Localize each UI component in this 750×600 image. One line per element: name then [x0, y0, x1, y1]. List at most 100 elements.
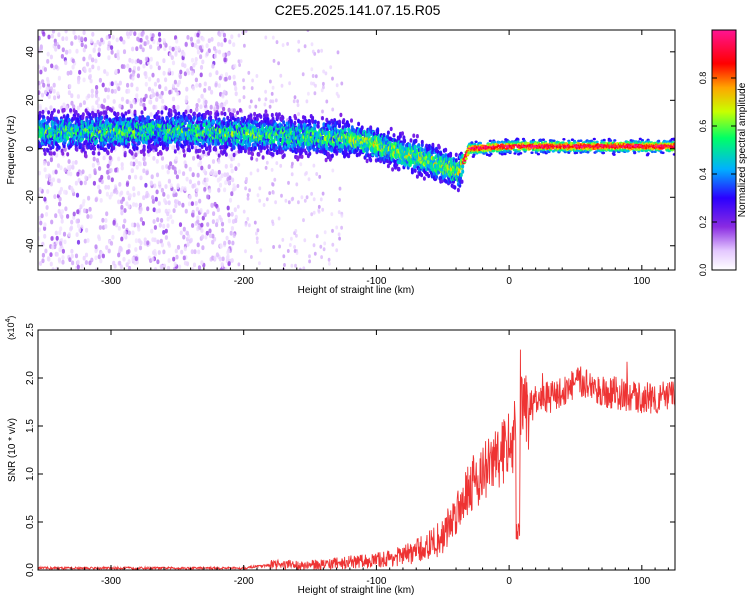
spectrogram-cell — [208, 144, 212, 150]
spectrogram-noise-cell — [139, 101, 143, 107]
spectrogram-noise-cell — [120, 165, 124, 171]
spectrogram-noise-cell — [319, 244, 323, 249]
spectrogram-noise-cell — [196, 45, 200, 50]
spectrogram-noise-cell — [180, 249, 184, 255]
spectrogram-cell — [281, 115, 285, 121]
spectrogram-noise-cell — [71, 160, 75, 166]
spectrogram-cell — [94, 113, 98, 118]
spectrogram-noise-cell — [258, 261, 261, 266]
spectrogram-noise-cell — [239, 59, 243, 64]
spectrogram-noise-cell — [169, 183, 173, 189]
spectrogram-noise-cell — [88, 206, 92, 212]
spectrogram-noise-cell — [71, 58, 75, 64]
spectrogram-noise-cell — [186, 105, 190, 110]
spectrogram-noise-cell — [143, 41, 147, 47]
spectrogram-noise-cell — [244, 186, 248, 191]
spectrogram-noise-cell — [220, 42, 224, 48]
spectrogram-noise-cell — [131, 230, 135, 236]
spectrogram-noise-cell — [177, 149, 182, 155]
spectrogram-noise-cell — [290, 172, 294, 177]
spectrogram-noise-cell — [101, 217, 105, 223]
spectrogram-noise-cell — [222, 32, 226, 38]
spectrogram-noise-cell — [307, 91, 310, 96]
spectrogram-noise-cell — [288, 81, 291, 86]
spectrogram-noise-cell — [117, 252, 121, 258]
spectrogram-noise-cell — [268, 104, 272, 109]
spectrogram-cell — [197, 112, 201, 117]
spectrogram-noise-cell — [81, 169, 85, 175]
spectrogram-noise-cell — [218, 256, 222, 262]
spectrogram-noise-cell — [200, 93, 204, 99]
spectrogram-noise-cell — [156, 78, 160, 83]
spectrogram-noise-cell — [91, 64, 95, 70]
spectrogram-cell — [49, 151, 53, 156]
spectrogram-noise-cell — [198, 82, 202, 88]
spectrogram-noise-cell — [75, 218, 79, 224]
spectrogram-noise-cell — [57, 257, 62, 263]
spectrogram-noise-cell — [141, 221, 145, 226]
spectrogram-cell — [81, 147, 85, 152]
spectrogram-cell — [116, 111, 120, 117]
spectrogram-noise-cell — [204, 99, 208, 105]
spectrogram-noise-cell — [273, 177, 277, 182]
spectrogram-noise-cell — [178, 222, 183, 228]
spectrogram-noise-cell — [205, 51, 209, 57]
spectrogram-noise-cell — [227, 248, 231, 253]
spectrogram-noise-cell — [58, 230, 62, 236]
spectrogram-noise-cell — [54, 230, 58, 236]
spectrogram-noise-cell — [163, 198, 167, 203]
spectrogram-noise-cell — [111, 234, 115, 240]
spectrogram-noise-cell — [247, 70, 251, 75]
spectrogram-noise-cell — [206, 194, 210, 200]
spectrogram-noise-cell — [312, 81, 315, 86]
spectrogram-noise-cell — [164, 77, 168, 83]
spectrogram-noise-cell — [206, 222, 210, 227]
spectrogram-noise-cell — [162, 249, 166, 255]
spectrogram-noise-cell — [73, 35, 78, 40]
spectrogram-noise-cell — [135, 164, 139, 170]
spectrogram-noise-cell — [233, 63, 237, 69]
spectrogram-noise-cell — [183, 186, 187, 192]
spectrogram-noise-cell — [162, 223, 166, 229]
spectrogram-noise-cell — [317, 49, 320, 54]
spectrogram-cell — [197, 116, 201, 122]
spectrogram-cell — [253, 146, 257, 151]
spectrogram-noise-cell — [322, 81, 325, 86]
spectrogram-noise-cell — [256, 228, 260, 233]
spectrogram-noise-cell — [173, 79, 177, 85]
spectrogram-noise-cell — [290, 197, 294, 202]
spectrogram-noise-cell — [66, 170, 70, 176]
spectrogram-noise-cell — [44, 89, 48, 95]
spectrogram-noise-cell — [207, 164, 211, 170]
spectrogram-noise-cell — [156, 259, 160, 265]
spectrogram-noise-cell — [120, 96, 125, 102]
spectrogram-noise-cell — [75, 192, 80, 198]
spectrogram-noise-cell — [143, 71, 147, 76]
spectrogram-noise-cell — [67, 232, 71, 237]
spectrogram-noise-cell — [194, 77, 198, 83]
spectrogram-noise-cell — [205, 43, 209, 49]
spectrogram-noise-cell — [313, 91, 317, 96]
spectrogram-noise-cell — [58, 196, 62, 202]
spectrogram-cell — [247, 150, 251, 155]
spectrogram-cell — [108, 118, 112, 123]
spectrogram-noise-cell — [52, 88, 56, 94]
spectrogram-noise-cell — [205, 177, 209, 183]
spectrogram-noise-cell — [117, 156, 121, 162]
spectrogram-noise-cell — [162, 58, 166, 64]
spectrogram-noise-cell — [94, 197, 98, 203]
spectrogram-cell — [161, 116, 165, 121]
spectrogram-noise-cell — [177, 46, 181, 51]
spectrogram-noise-cell — [232, 42, 236, 47]
spectrogram-noise-cell — [271, 182, 274, 186]
spectrogram-noise-cell — [157, 180, 162, 186]
spectrogram-noise-cell — [102, 104, 106, 110]
spectrogram-noise-cell — [220, 30, 225, 35]
spectrogram-noise-cell — [48, 177, 52, 183]
spectrogram-noise-cell — [221, 93, 225, 99]
spectrogram-noise-cell — [97, 47, 101, 53]
spectrogram-noise-cell — [142, 102, 146, 108]
spectrogram-noise-cell — [110, 45, 114, 50]
spectrogram-noise-cell — [195, 83, 199, 88]
spectrogram-noise-cell — [55, 239, 59, 245]
